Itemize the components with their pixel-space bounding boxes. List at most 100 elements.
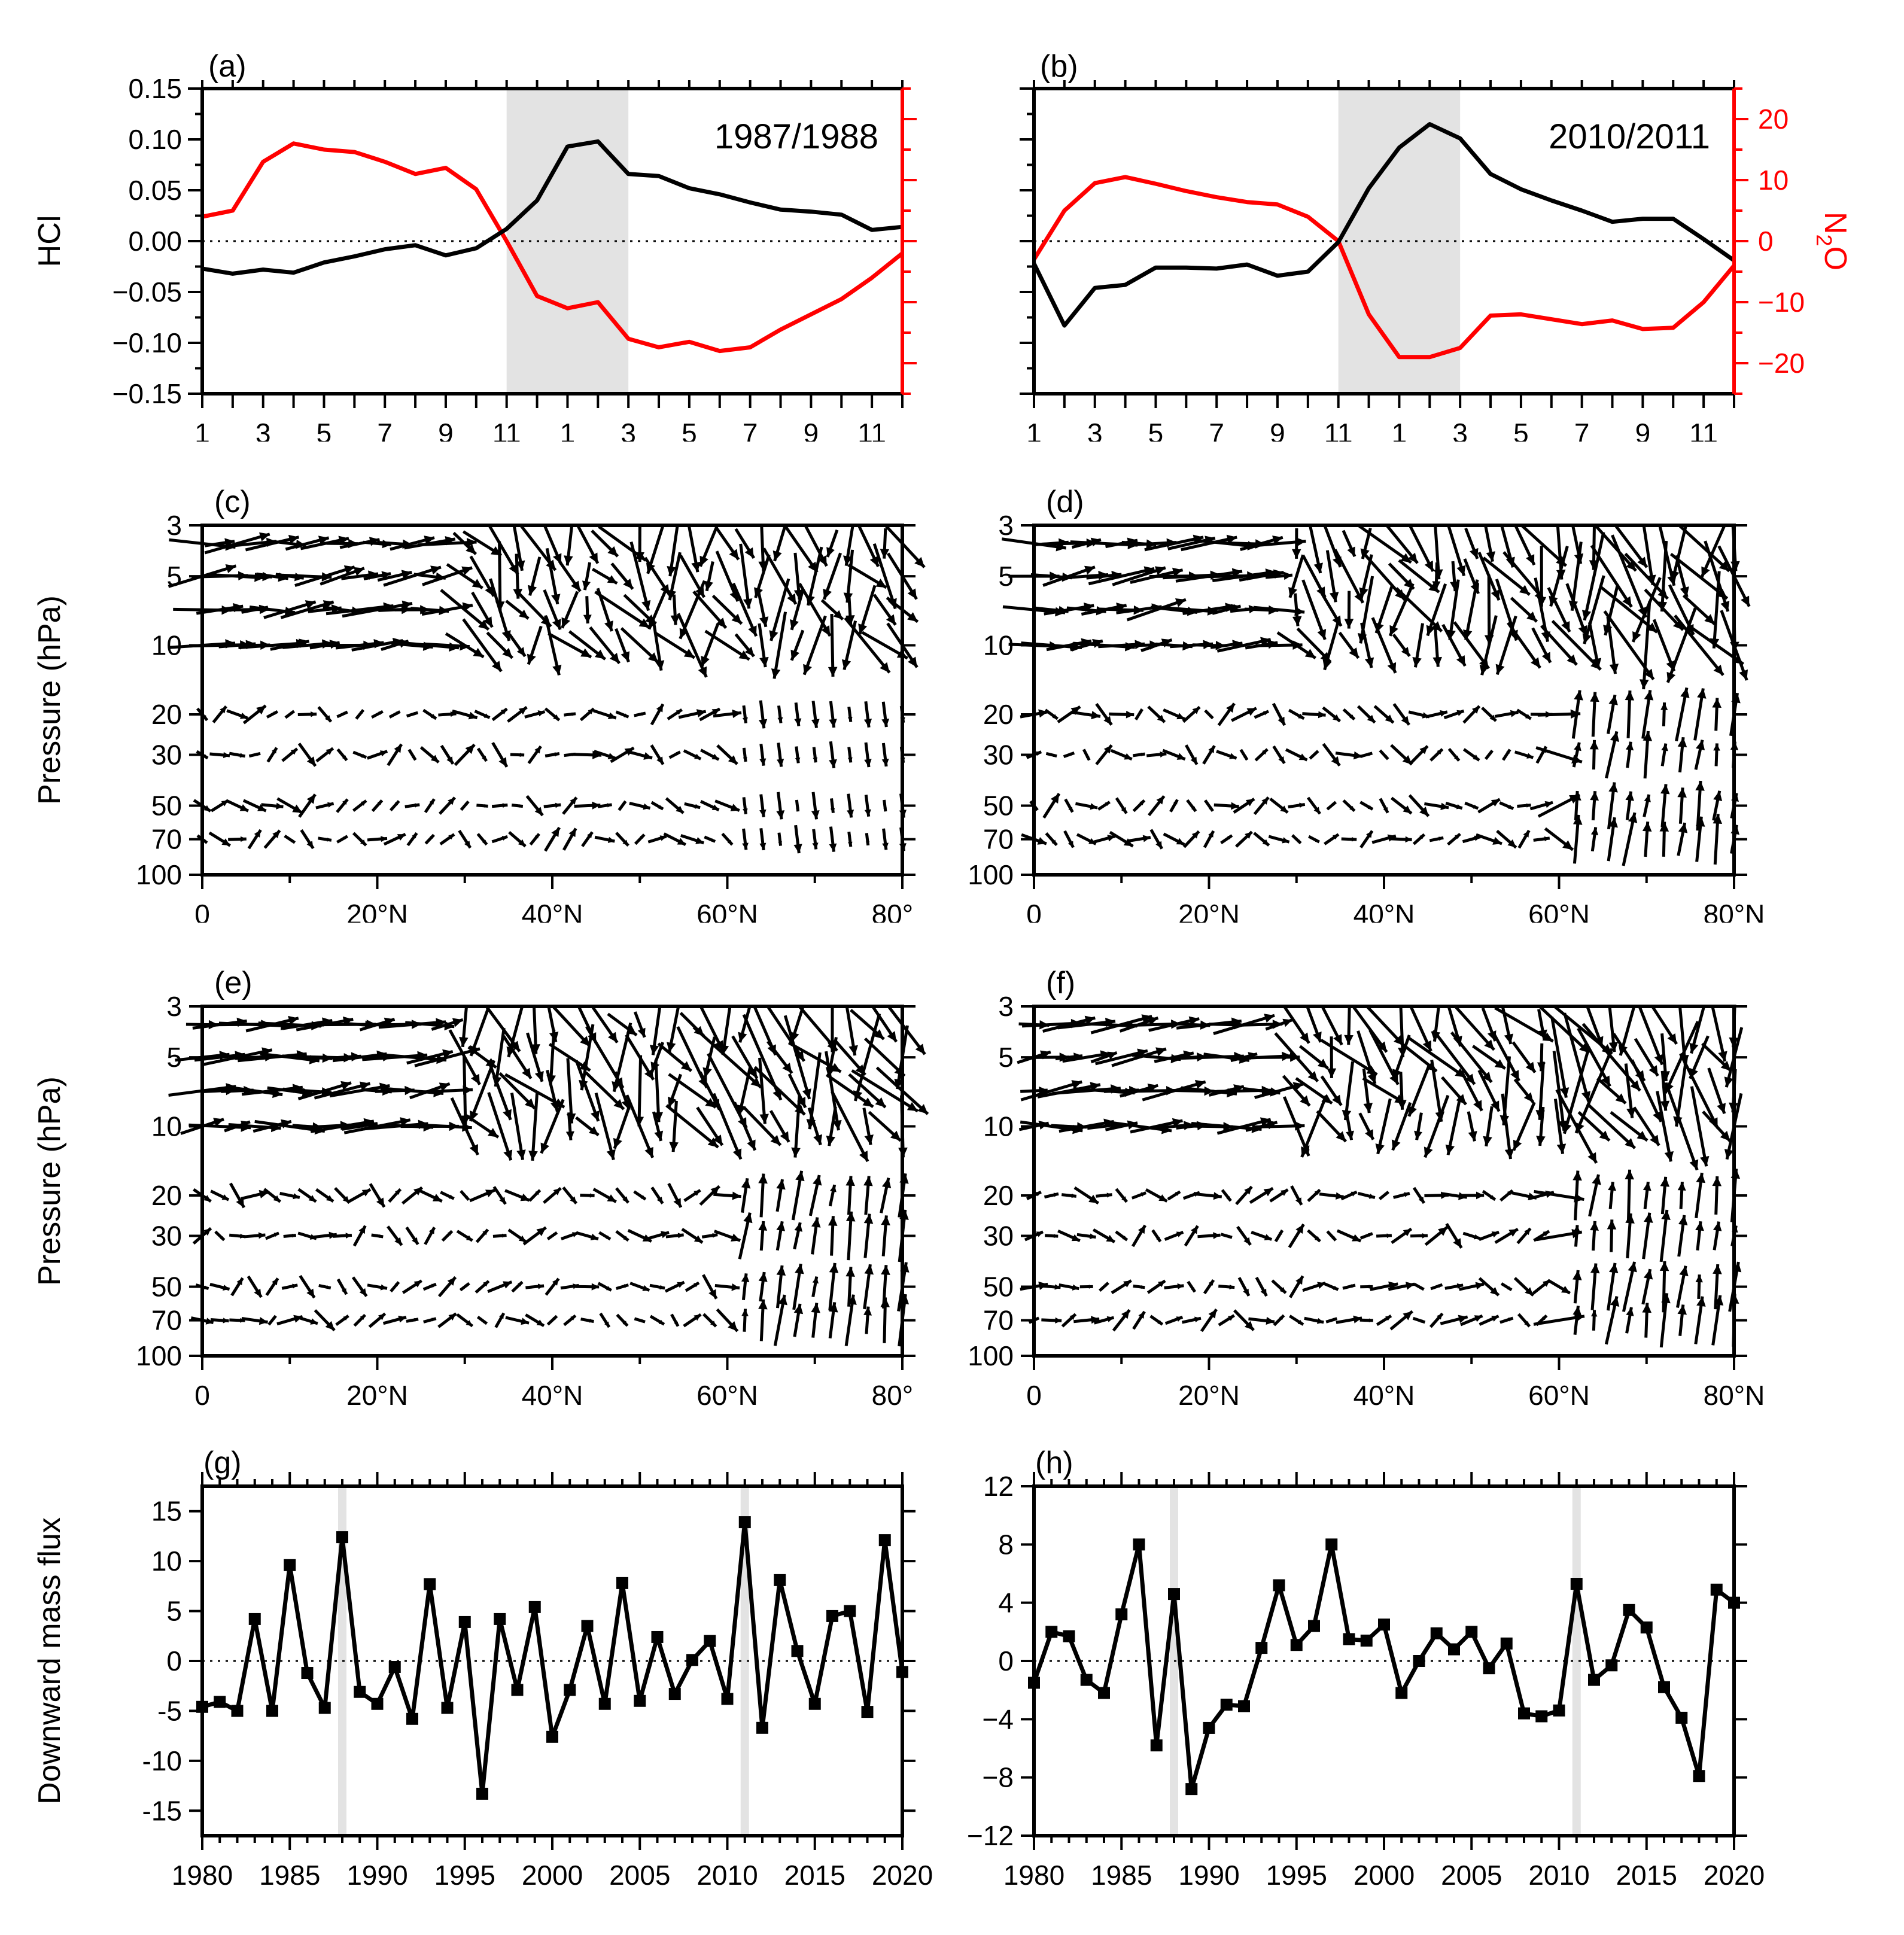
vector-arrowhead [1644,668,1654,680]
vector-arrowhead [1590,1221,1599,1231]
vector-arrowhead [826,1136,836,1146]
vector-arrow [830,614,835,677]
vector-arrowhead [847,841,853,847]
vector-arrowhead [864,809,871,817]
vector-arrowhead [552,1316,557,1321]
flux-marker [1168,1588,1180,1601]
vector-arrowhead [759,616,769,627]
vector-arrowhead [847,717,853,722]
vector-arrowhead [679,628,689,639]
vector-arrowhead [1403,805,1412,814]
vector-arrow [418,540,477,547]
vector-arrowhead [482,839,487,845]
vector-arrowhead [1316,1318,1324,1324]
vector-arrowhead [790,649,800,661]
vector-arrowhead [811,810,820,820]
vector-arrowhead [1389,625,1398,636]
vector-arrow [1432,1029,1476,1085]
winter-shade [1338,89,1461,394]
vector-arrowhead [521,1318,530,1325]
flux-marker [1500,1637,1513,1650]
vector-arrowhead [1643,1269,1653,1280]
vector-arrow [1480,615,1498,676]
vector-arrow [1446,1097,1462,1155]
vector-arrowhead [1299,802,1305,808]
flux-marker [284,1559,296,1571]
vector-arrowhead [738,1032,747,1043]
vector-arrowhead [468,711,477,720]
vector-arrowhead [236,1198,244,1208]
vector-arrowhead [1315,838,1319,842]
vector-arrowhead [694,753,701,759]
vector-arrowhead [378,1313,385,1321]
vector-arrow [769,578,790,641]
flux-marker [494,1613,506,1625]
flux-marker [1693,1770,1705,1782]
vector-arrowhead [915,1043,925,1055]
vector-arrowhead [1226,1196,1231,1201]
vector-arrowhead [1643,1212,1653,1223]
vector-arrowhead [1489,750,1493,754]
vector-arrowhead [658,1319,664,1325]
x-tick-label: 1995 [1266,1860,1327,1891]
y-tick-label: 20 [983,1180,1014,1211]
vector-arrowhead [1456,655,1465,667]
vector-arrowhead [520,1193,530,1201]
vector-arrowhead [759,758,767,766]
vector-arrowhead [394,1282,399,1286]
vector-arrowhead [502,803,508,808]
vector-arrow [654,1059,661,1122]
vector-arrowhead [343,1316,349,1321]
vector-arrowhead [1332,1094,1342,1106]
y-tick-label: 70 [151,824,182,855]
vector-arrowhead [531,1044,540,1054]
vector-arrowhead [772,550,782,561]
y-tick-label: 3 [998,991,1014,1022]
vector-arrowhead [1318,711,1326,719]
vector-arrowhead [499,1197,506,1204]
vector-arrow [1666,607,1697,683]
vector-arrowhead [430,565,441,575]
vector-arrowhead [1054,1284,1061,1290]
vector-arrowhead [288,1015,299,1026]
flux-marker [844,1605,856,1617]
vector-arrowhead [1474,1315,1483,1322]
vector-arrowhead [1052,714,1058,719]
vector-arrowhead [570,1196,577,1204]
vector-arrowhead [306,756,316,766]
vector-arrow [326,604,394,616]
vector-arrowhead [360,801,367,806]
vector-arrowhead [1625,791,1634,801]
vector-arrowhead [528,1151,538,1161]
vector-arrowhead [1695,816,1705,827]
vector-arrowhead [1297,1319,1304,1325]
vector-arrow [1712,571,1721,649]
vector-arrowhead [1228,1315,1234,1321]
vector-arrowhead [534,1070,544,1082]
vector-arrowhead [412,1237,418,1245]
vector-arrow [851,1069,919,1113]
vector-arrow [1611,534,1647,618]
vector-arrowhead [1071,1234,1080,1242]
vector-arrowhead [843,555,853,566]
flux-marker [1150,1739,1163,1752]
vector-arrow [548,1002,591,1048]
vector-arrow [612,1022,632,1093]
vector-arrowhead [589,1193,595,1198]
vector-arrowhead [1307,1070,1318,1082]
vector-arrow [1144,536,1204,552]
vector-arrowhead [590,1233,598,1241]
vector-arrowhead [1628,813,1638,823]
vector-arrowhead [205,1318,214,1325]
flux-marker [1570,1578,1583,1590]
vector-arrow [238,1052,307,1063]
flux-marker [1098,1687,1110,1699]
vector-arrowhead [519,753,525,757]
vector-arrowhead [830,808,835,813]
vector-arrowhead [473,647,484,658]
vector-arrowhead [241,836,247,842]
vector-arrowhead [669,1142,679,1152]
vector-arrowhead [796,807,799,812]
vector-arrowhead [472,579,483,588]
vector-arrowhead [1678,1215,1688,1225]
